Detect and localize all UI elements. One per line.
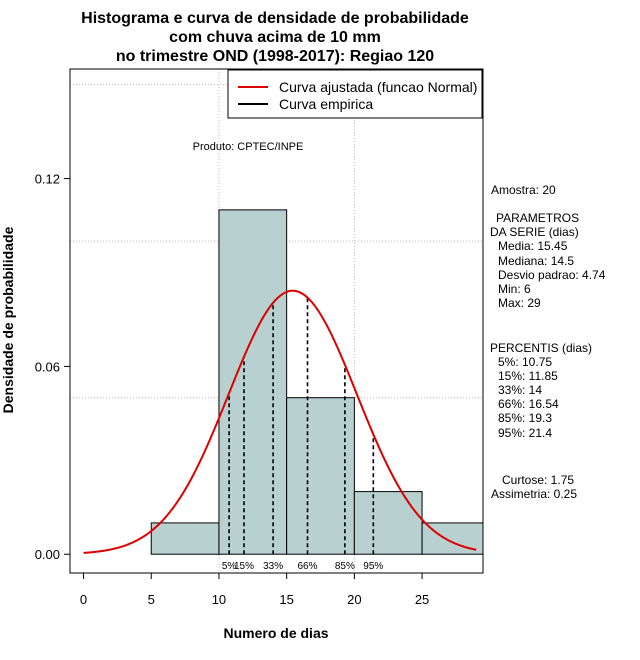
param-mean: Media: 15.45 xyxy=(498,239,568,253)
params-title-1: PARAMETROS xyxy=(496,211,579,225)
legend-label-empirical: Curva empirica xyxy=(279,96,373,112)
y-tick-label-1: 0.06 xyxy=(35,359,60,374)
legend-label-fit: Curva ajustada (funcao Normal) xyxy=(279,79,477,95)
legend: Curva ajustada (funcao Normal) Curva emp… xyxy=(227,69,483,119)
x-tick-label-5: 25 xyxy=(415,592,429,607)
chart-title-line-2: com chuva acima de 10 mm xyxy=(169,29,381,46)
statistics-panel: Amostra: 20 PARAMETROS DA SERIE (dias) M… xyxy=(490,183,606,501)
x-tick-label-4: 20 xyxy=(347,592,361,607)
param-max: Max: 29 xyxy=(498,296,541,310)
percentile-33: 33%: 14 xyxy=(498,383,542,397)
percentile-label-2: 33% xyxy=(263,561,283,572)
normal-fit-curve xyxy=(83,289,477,554)
percentile-label-1: 15% xyxy=(234,561,254,572)
kurtosis: Curtose: 1.75 xyxy=(502,473,574,487)
skewness: Assimetria: 0.25 xyxy=(491,487,577,501)
percentile-label-3: 66% xyxy=(298,561,318,572)
percentiles-title: PERCENTIS (dias) xyxy=(490,341,592,355)
percentile-label-0: 5% xyxy=(222,561,237,572)
x-tick-label-2: 10 xyxy=(212,592,226,607)
x-axis-title: Numero de dias xyxy=(223,625,328,641)
x-tick-label-0: 0 xyxy=(80,592,87,607)
histogram-bar-0 xyxy=(150,522,220,555)
histogram-bar-1 xyxy=(218,209,288,555)
percentile-95: 95%: 21.4 xyxy=(498,426,552,440)
param-median: Mediana: 14.5 xyxy=(498,254,574,268)
percentile-85: 85%: 19.3 xyxy=(498,411,552,425)
y-tick-label-0: 0.00 xyxy=(35,547,60,562)
product-annotation: Produto: CPTEC/INPE xyxy=(193,141,304,153)
chart-title-line-1: Histograma e curva de densidade de proba… xyxy=(81,10,469,27)
sample-size: Amostra: 20 xyxy=(491,183,556,197)
y-axis-title: Densidade de probabilidade xyxy=(0,226,16,413)
percentile-label-4: 85% xyxy=(335,561,355,572)
x-tick-label-1: 5 xyxy=(148,592,155,607)
histogram-bar-3 xyxy=(353,491,423,555)
x-tick-label-3: 15 xyxy=(279,592,293,607)
percentile-5: 5%: 10.75 xyxy=(498,355,552,369)
histogram-bar-2 xyxy=(286,397,355,555)
percentile-66: 66%: 16.54 xyxy=(498,397,559,411)
percentile-15: 15%: 11.85 xyxy=(498,369,558,383)
param-min: Min: 6 xyxy=(498,282,531,296)
params-title-2: DA SERIE (dias) xyxy=(490,225,579,239)
param-std-dev: Desvio padrao: 4.74 xyxy=(498,268,606,282)
percentile-label-5: 95% xyxy=(363,561,383,572)
chart-title-line-3: no trimestre OND (1998-2017): Regiao 120 xyxy=(116,48,434,65)
legend-box xyxy=(227,69,483,119)
y-tick-label-2: 0.12 xyxy=(35,172,60,187)
